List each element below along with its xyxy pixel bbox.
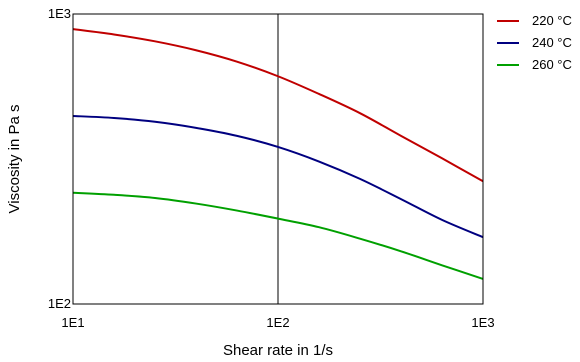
y-tick-label: 1E3 <box>48 6 71 21</box>
x-axis-label: Shear rate in 1/s <box>223 342 333 359</box>
legend-label: 220 °C <box>532 13 572 28</box>
y-axis-label: Viscosity in Pa s <box>6 105 23 214</box>
legend-label: 240 °C <box>532 35 572 50</box>
series-line-2 <box>72 114 484 239</box>
legend: 220 °C 240 °C 260 °C <box>497 13 572 72</box>
series-line-1 <box>72 28 484 183</box>
x-tick-label: 1E1 <box>61 315 84 330</box>
legend-label: 260 °C <box>532 57 572 72</box>
plot-lines <box>72 14 484 304</box>
x-tick-label: 1E2 <box>266 315 289 330</box>
x-tick-label: 1E3 <box>471 315 494 330</box>
y-tick-label: 1E2 <box>48 296 71 311</box>
plot-frame <box>72 13 484 305</box>
tick-labels: 1E1 1E2 1E3 1E2 1E3 <box>48 6 495 330</box>
series-line-3 <box>72 191 484 280</box>
